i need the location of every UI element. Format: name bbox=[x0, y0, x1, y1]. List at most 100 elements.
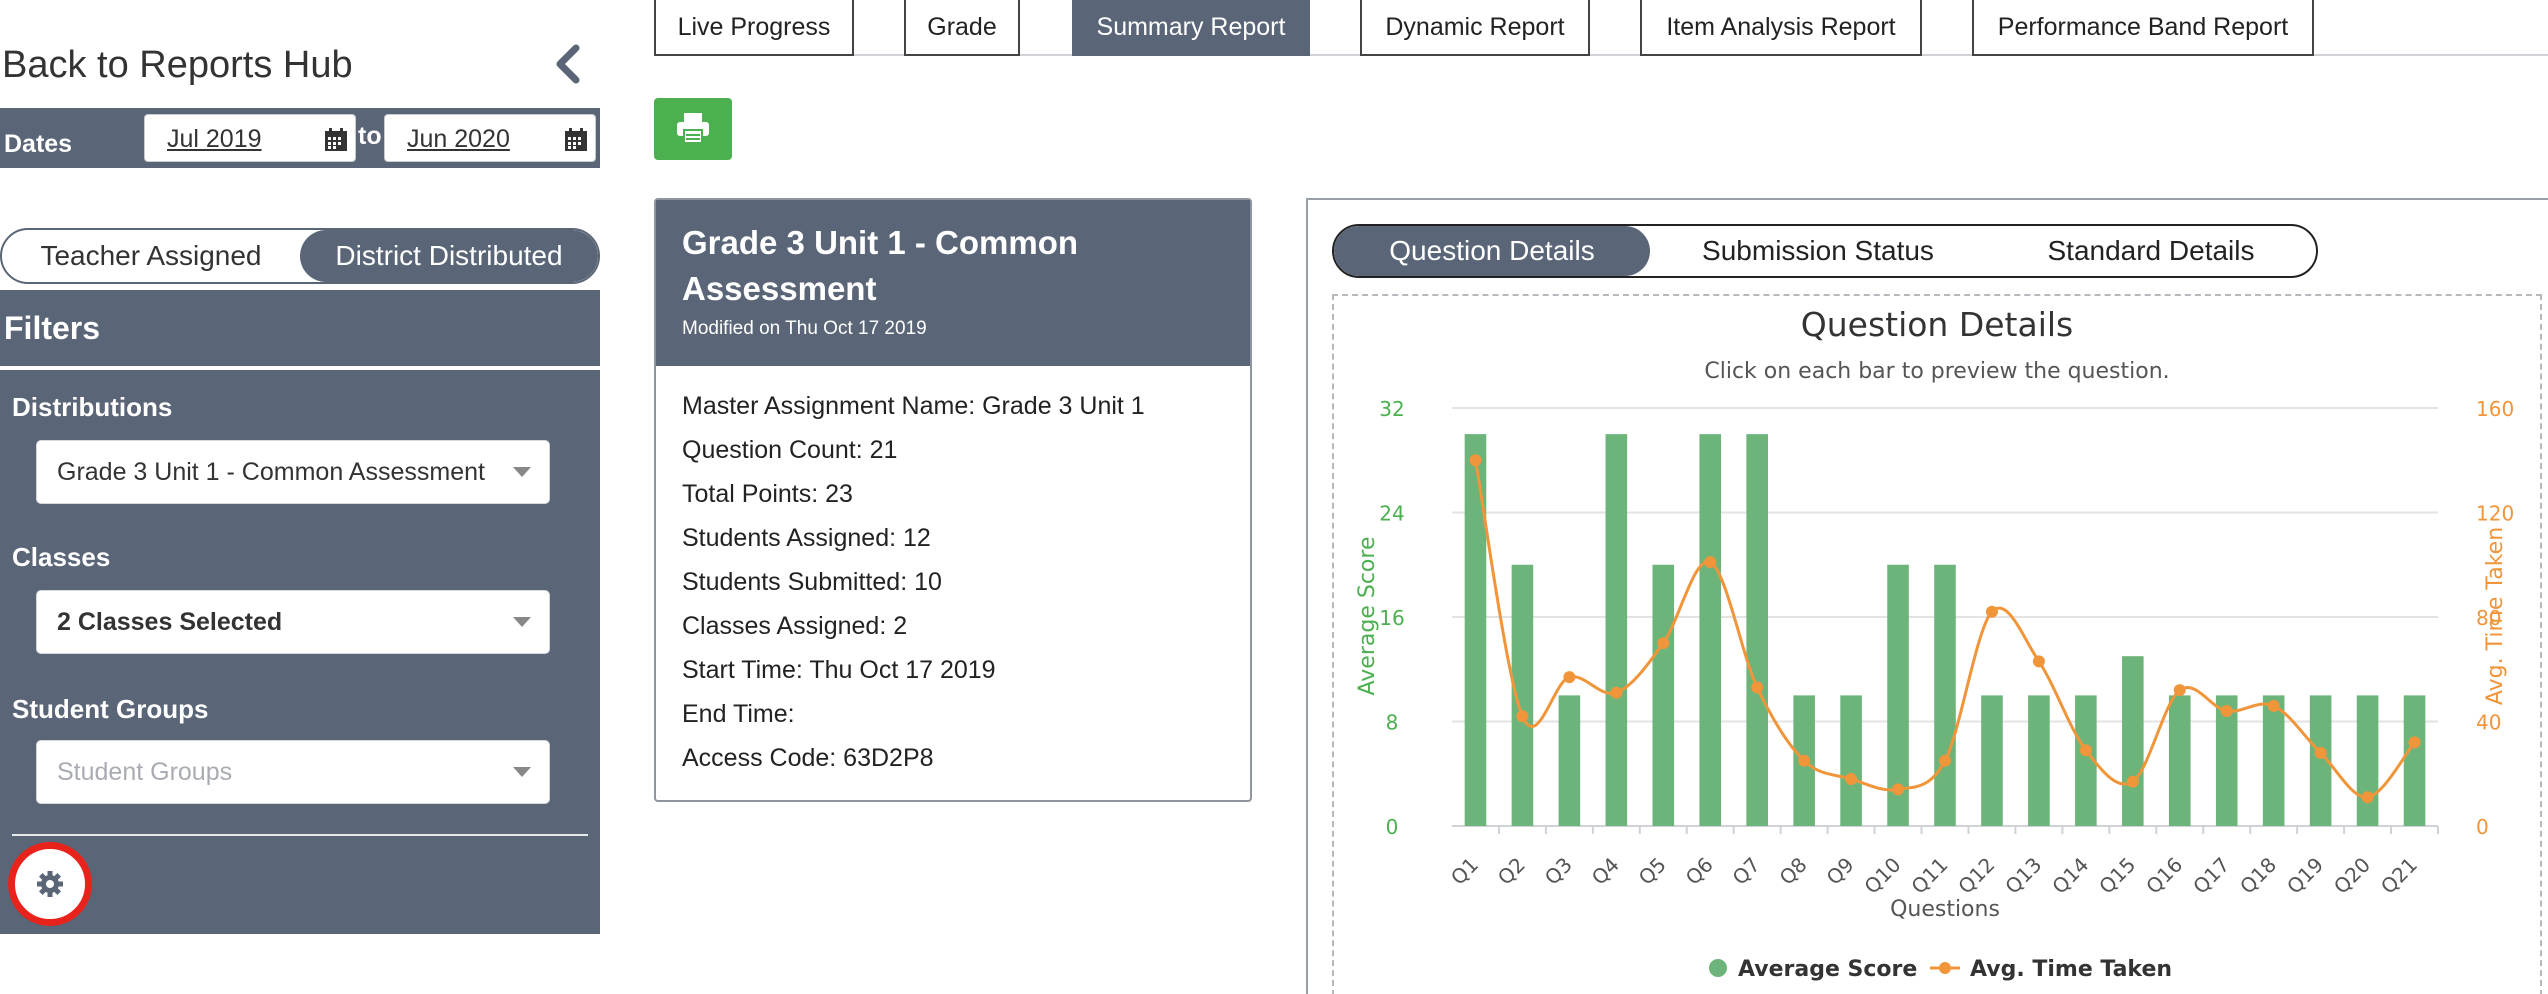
x-tick-label: Q20 bbox=[2329, 853, 2375, 899]
divider bbox=[12, 834, 588, 836]
chart-container: Question Details Click on each bar to pre… bbox=[1332, 294, 2542, 994]
bar-q21[interactable] bbox=[2403, 695, 2426, 826]
assessment-title: Grade 3 Unit 1 - Common Assessment bbox=[682, 224, 1079, 307]
student-groups-select[interactable]: Student Groups bbox=[36, 740, 550, 804]
tab-standard-details[interactable]: Standard Details bbox=[2047, 235, 2255, 266]
point-q5 bbox=[1657, 637, 1670, 650]
tab-live-progress[interactable]: Live Progress bbox=[654, 0, 854, 56]
bar-q13[interactable] bbox=[2028, 695, 2050, 826]
access-code: Access Code: 63D2P8 bbox=[682, 744, 934, 772]
tab-summary-report[interactable]: Summary Report bbox=[1072, 0, 1310, 56]
point-q19 bbox=[2314, 746, 2327, 759]
date-from-field[interactable]: Jul 2019 bbox=[144, 114, 356, 162]
y-tick-label: 32 bbox=[1379, 397, 1404, 421]
chevron-down-icon bbox=[513, 767, 531, 777]
x-tick-label: Q15 bbox=[2094, 853, 2140, 899]
toggle-teacher-assigned[interactable]: Teacher Assigned bbox=[40, 240, 262, 271]
dates-bar: Dates Jul 2019 to Jun 2020 bbox=[0, 108, 600, 168]
x-tick-label: Q14 bbox=[2047, 853, 2093, 899]
end-time: End Time: bbox=[682, 700, 795, 728]
legend-avg-time-marker bbox=[1939, 962, 1951, 974]
y2-axis-title: Avg. Time Taken bbox=[2483, 527, 2508, 705]
card-body: Master Assignment Name: Grade 3 Unit 1 Q… bbox=[682, 390, 1145, 786]
bar-q1[interactable] bbox=[1464, 434, 1487, 826]
legend-average-score-marker bbox=[1709, 959, 1727, 977]
point-q10 bbox=[1892, 783, 1905, 796]
bar-q11[interactable] bbox=[1934, 564, 1956, 826]
detail-tabs: Question Details Submission Status Stand… bbox=[1332, 224, 2318, 278]
bar-q2[interactable] bbox=[1511, 564, 1534, 826]
classes-value: 2 Classes Selected bbox=[57, 608, 283, 636]
bar-q10[interactable] bbox=[1887, 564, 1909, 826]
bar-q9[interactable] bbox=[1840, 695, 1862, 826]
bar-q19[interactable] bbox=[2309, 695, 2332, 826]
sidebar: Back to Reports Hub Dates Jul 2019 to Ju… bbox=[0, 0, 600, 994]
back-row: Back to Reports Hub bbox=[0, 40, 600, 100]
distributions-select[interactable]: Grade 3 Unit 1 - Common Assessment bbox=[36, 440, 550, 504]
classes-assigned: Classes Assigned: 2 bbox=[682, 612, 908, 640]
tab-grade[interactable]: Grade bbox=[904, 0, 1020, 56]
toggle-district-distributed[interactable]: District Distributed bbox=[300, 230, 598, 282]
y2-tick-label: 0 bbox=[2476, 815, 2489, 839]
gear-icon bbox=[37, 871, 63, 897]
x-tick-label: Q1 bbox=[1446, 853, 1483, 890]
point-q20 bbox=[2361, 791, 2374, 804]
tab-question-details[interactable]: Question Details bbox=[1334, 226, 1650, 276]
bar-q5[interactable] bbox=[1652, 564, 1675, 826]
back-to-reports-hub-link[interactable]: Back to Reports Hub bbox=[2, 44, 353, 86]
bar-q20[interactable] bbox=[2356, 695, 2379, 826]
bar-q16[interactable] bbox=[2168, 695, 2191, 826]
y2-tick-label: 120 bbox=[2476, 502, 2514, 526]
calendar-icon[interactable] bbox=[563, 127, 589, 153]
date-to-field[interactable]: Jun 2020 bbox=[384, 114, 596, 162]
assessment-summary-card: Grade 3 Unit 1 - Common Assessment Modif… bbox=[654, 198, 1252, 802]
bar-q14[interactable] bbox=[2075, 695, 2097, 826]
tabs-underline bbox=[654, 54, 2548, 56]
print-button[interactable] bbox=[654, 98, 732, 160]
x-tick-label: Q12 bbox=[1953, 853, 1999, 899]
tab-item-analysis-report[interactable]: Item Analysis Report bbox=[1640, 0, 1922, 56]
x-tick-label: Q2 bbox=[1493, 853, 1530, 890]
y2-tick-label: 160 bbox=[2476, 397, 2514, 421]
bar-q3[interactable] bbox=[1558, 695, 1581, 826]
chevron-down-icon bbox=[513, 617, 531, 627]
x-tick-label: Q3 bbox=[1540, 853, 1577, 890]
point-q16 bbox=[2173, 684, 2186, 697]
classes-label: Classes bbox=[12, 542, 111, 572]
point-q12 bbox=[1985, 605, 1998, 618]
master-assignment-name: Master Assignment Name: Grade 3 Unit 1 bbox=[682, 392, 1145, 420]
tab-dynamic-report[interactable]: Dynamic Report bbox=[1360, 0, 1590, 56]
bar-q7[interactable] bbox=[1746, 434, 1768, 826]
bar-q6[interactable] bbox=[1699, 434, 1722, 826]
printer-icon bbox=[677, 113, 709, 144]
point-q4 bbox=[1610, 686, 1623, 699]
tab-performance-band-report[interactable]: Performance Band Report bbox=[1972, 0, 2314, 56]
classes-select[interactable]: 2 Classes Selected bbox=[36, 590, 550, 654]
bar-q15[interactable] bbox=[2122, 656, 2144, 826]
tab-submission-status[interactable]: Submission Status bbox=[1702, 235, 1934, 266]
start-time: Start Time: Thu Oct 17 2019 bbox=[682, 656, 996, 684]
legend-average-score: Average Score bbox=[1738, 957, 1917, 982]
filters-panel: Filters Distributions Grade 3 Unit 1 - C… bbox=[0, 290, 600, 934]
student-groups-label: Student Groups bbox=[12, 694, 209, 724]
date-from-value: Jul 2019 bbox=[167, 125, 262, 153]
y-tick-label: 0 bbox=[1386, 815, 1399, 839]
question-details-chart: Question Details Click on each bar to pre… bbox=[1355, 305, 2514, 982]
card-header: Grade 3 Unit 1 - Common Assessment Modif… bbox=[656, 200, 1250, 366]
chevron-left-icon[interactable] bbox=[548, 40, 588, 90]
settings-button[interactable] bbox=[8, 842, 92, 926]
point-q3 bbox=[1563, 671, 1576, 684]
students-submitted: Students Submitted: 10 bbox=[682, 568, 942, 596]
detail-panel: Question Details Submission Status Stand… bbox=[1306, 198, 2548, 994]
x-tick-label: Q4 bbox=[1587, 853, 1624, 890]
bar-q4[interactable] bbox=[1605, 434, 1628, 826]
x-tick-label: Q5 bbox=[1634, 853, 1671, 890]
point-q9 bbox=[1845, 772, 1858, 785]
point-q18 bbox=[2267, 699, 2280, 712]
point-q6 bbox=[1704, 556, 1717, 569]
bar-q18[interactable] bbox=[2262, 695, 2285, 826]
point-q2 bbox=[1516, 710, 1529, 723]
calendar-icon[interactable] bbox=[323, 127, 349, 153]
bar-q12[interactable] bbox=[1981, 695, 2003, 826]
bar-q17[interactable] bbox=[2215, 695, 2238, 826]
